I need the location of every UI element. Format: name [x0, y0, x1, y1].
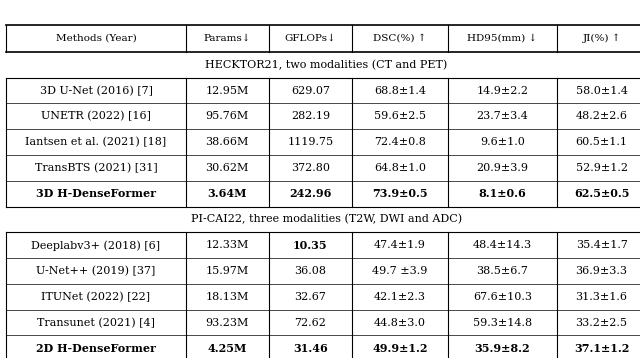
Text: 32.67: 32.67: [294, 292, 326, 302]
Text: 14.9±2.2: 14.9±2.2: [476, 86, 529, 96]
Text: 12.95M: 12.95M: [205, 86, 249, 96]
Text: 35.4±1.7: 35.4±1.7: [575, 240, 628, 250]
Text: 18.13M: 18.13M: [205, 292, 249, 302]
Text: 38.5±6.7: 38.5±6.7: [476, 266, 529, 276]
Text: Methods (Year): Methods (Year): [56, 34, 136, 43]
Text: U-Net++ (2019) [37]: U-Net++ (2019) [37]: [36, 266, 156, 276]
Text: PI-CAI22, three modalities (T2W, DWI and ADC): PI-CAI22, three modalities (T2W, DWI and…: [191, 214, 462, 224]
Text: Params↓: Params↓: [204, 34, 251, 43]
Text: 59.6±2.5: 59.6±2.5: [374, 111, 426, 121]
Text: 47.4±1.9: 47.4±1.9: [374, 240, 426, 250]
Text: 3D H-DenseFormer: 3D H-DenseFormer: [36, 188, 156, 199]
Text: 31.46: 31.46: [293, 343, 328, 354]
Text: 37.1±1.2: 37.1±1.2: [574, 343, 629, 354]
Text: 33.2±2.5: 33.2±2.5: [575, 318, 628, 328]
Text: 23.7±3.4: 23.7±3.4: [476, 111, 529, 121]
Text: 93.23M: 93.23M: [205, 318, 249, 328]
Text: 2D H-DenseFormer: 2D H-DenseFormer: [36, 343, 156, 354]
Text: 58.0±1.4: 58.0±1.4: [575, 86, 628, 96]
Text: 15.97M: 15.97M: [205, 266, 249, 276]
Text: Deeplabv3+ (2018) [6]: Deeplabv3+ (2018) [6]: [31, 240, 161, 251]
Text: 8.1±0.6: 8.1±0.6: [479, 188, 526, 199]
Text: 49.9±1.2: 49.9±1.2: [372, 343, 428, 354]
Text: GFLOPs↓: GFLOPs↓: [285, 34, 336, 43]
Text: 12.33M: 12.33M: [205, 240, 249, 250]
Text: 38.66M: 38.66M: [205, 137, 249, 147]
Text: HD95(mm) ↓: HD95(mm) ↓: [467, 34, 538, 43]
Text: 68.8±1.4: 68.8±1.4: [374, 86, 426, 96]
Text: 1119.75: 1119.75: [287, 137, 333, 147]
Text: 3D U-Net (2016) [7]: 3D U-Net (2016) [7]: [40, 86, 152, 96]
Text: 30.62M: 30.62M: [205, 163, 249, 173]
Text: Transunet (2021) [4]: Transunet (2021) [4]: [37, 318, 155, 328]
Text: 48.4±14.3: 48.4±14.3: [473, 240, 532, 250]
Text: 62.5±0.5: 62.5±0.5: [574, 188, 629, 199]
Text: 72.62: 72.62: [294, 318, 326, 328]
Text: 49.7 ±3.9: 49.7 ±3.9: [372, 266, 428, 276]
Text: ITUNet (2022) [22]: ITUNet (2022) [22]: [42, 292, 150, 302]
Text: UNETR (2022) [16]: UNETR (2022) [16]: [41, 111, 151, 121]
Text: JI(%) ↑: JI(%) ↑: [582, 34, 621, 43]
Text: TransBTS (2021) [31]: TransBTS (2021) [31]: [35, 163, 157, 173]
Text: 52.9±1.2: 52.9±1.2: [575, 163, 628, 173]
Text: 48.2±2.6: 48.2±2.6: [575, 111, 628, 121]
Text: 95.76M: 95.76M: [205, 111, 249, 121]
Text: 35.9±8.2: 35.9±8.2: [475, 343, 530, 354]
Text: 31.3±1.6: 31.3±1.6: [575, 292, 628, 302]
Text: 10.35: 10.35: [293, 240, 328, 251]
Text: 20.9±3.9: 20.9±3.9: [476, 163, 529, 173]
Text: 60.5±1.1: 60.5±1.1: [575, 137, 628, 147]
Text: 72.4±0.8: 72.4±0.8: [374, 137, 426, 147]
Text: 36.9±3.3: 36.9±3.3: [575, 266, 628, 276]
Text: 372.80: 372.80: [291, 163, 330, 173]
Text: 9.6±1.0: 9.6±1.0: [480, 137, 525, 147]
Text: 36.08: 36.08: [294, 266, 326, 276]
Text: 3.64M: 3.64M: [207, 188, 247, 199]
Text: 73.9±0.5: 73.9±0.5: [372, 188, 428, 199]
Text: 64.8±1.0: 64.8±1.0: [374, 163, 426, 173]
Text: 67.6±10.3: 67.6±10.3: [473, 292, 532, 302]
Text: 44.8±3.0: 44.8±3.0: [374, 318, 426, 328]
Text: 4.25M: 4.25M: [207, 343, 247, 354]
Text: Iantsen et al. (2021) [18]: Iantsen et al. (2021) [18]: [26, 137, 166, 147]
Text: 42.1±2.3: 42.1±2.3: [374, 292, 426, 302]
Text: 282.19: 282.19: [291, 111, 330, 121]
Text: 242.96: 242.96: [289, 188, 332, 199]
Text: HECKTOR21, two modalities (CT and PET): HECKTOR21, two modalities (CT and PET): [205, 60, 447, 70]
Text: DSC(%) ↑: DSC(%) ↑: [373, 34, 427, 43]
Text: 629.07: 629.07: [291, 86, 330, 96]
Text: 59.3±14.8: 59.3±14.8: [473, 318, 532, 328]
